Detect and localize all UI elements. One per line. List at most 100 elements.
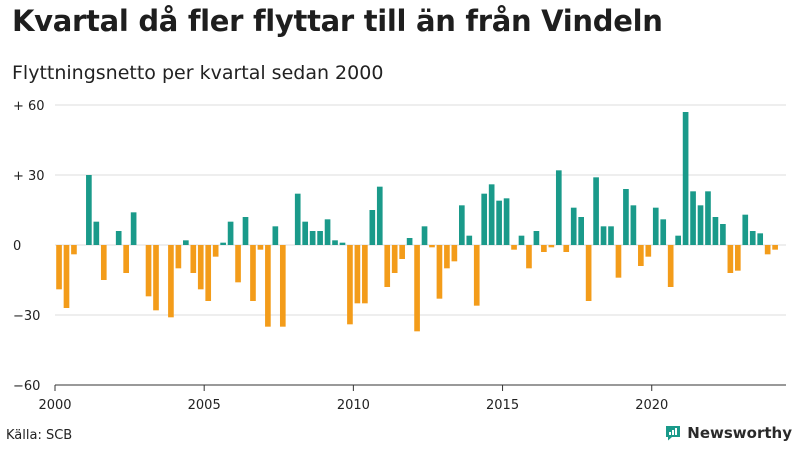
bar [153, 245, 159, 311]
bar [376, 186, 383, 245]
bar [250, 245, 256, 301]
bar [690, 191, 696, 245]
bar [279, 245, 286, 327]
bar [272, 226, 279, 245]
bar [488, 184, 495, 245]
chart-subtitle: Flyttningsnetto per kvartal sedan 2000 [12, 62, 384, 84]
bar [257, 245, 264, 250]
bar [227, 221, 234, 245]
bar [197, 245, 204, 290]
bar [369, 210, 376, 245]
y-tick-label: −60 [13, 379, 40, 394]
bar [615, 245, 622, 278]
source-label: Källa: SCB [6, 428, 73, 443]
bar [660, 219, 667, 245]
bar [414, 245, 420, 332]
bar [675, 235, 681, 245]
bar [727, 245, 734, 273]
bar [682, 112, 689, 245]
x-tick-label: 2020 [635, 398, 668, 413]
bar [235, 245, 241, 283]
bar [563, 245, 570, 252]
bar [406, 238, 413, 245]
bar [399, 245, 405, 259]
bar [205, 245, 212, 301]
bar [578, 217, 584, 245]
x-tick-label: 2005 [188, 398, 221, 413]
x-tick-label: 2015 [486, 398, 519, 413]
bar [71, 245, 77, 255]
bar [354, 245, 361, 304]
bar [638, 245, 644, 266]
bar [541, 245, 547, 252]
bar [362, 245, 368, 304]
bar [757, 233, 764, 245]
bar [100, 245, 107, 280]
bar [63, 245, 70, 308]
bar [317, 231, 323, 245]
bar [712, 217, 719, 245]
bar [593, 177, 599, 245]
bar [190, 245, 197, 273]
bar [56, 245, 62, 290]
bar [772, 245, 778, 250]
bar [302, 221, 309, 245]
y-tick-label: + 60 [13, 99, 45, 114]
bar [265, 245, 271, 327]
bar [749, 231, 756, 245]
bar [518, 235, 525, 245]
bar [339, 242, 346, 245]
bar [451, 245, 458, 262]
bar [86, 175, 92, 245]
bar [473, 245, 480, 306]
y-tick-label: + 30 [13, 169, 45, 184]
chart-title: Kvartal då fler flyttar till än från Vin… [12, 4, 663, 38]
bar [630, 205, 637, 245]
bar [421, 226, 428, 245]
bar [608, 226, 614, 245]
bar [93, 221, 100, 245]
newsworthy-logo-icon [666, 426, 681, 441]
bar [496, 200, 502, 245]
bar [720, 224, 726, 245]
bar [734, 245, 741, 271]
bar [764, 245, 771, 255]
bar [123, 245, 129, 273]
bar [444, 245, 450, 269]
bar [652, 207, 659, 245]
bar [503, 198, 510, 245]
bar [570, 207, 577, 245]
bar [667, 245, 674, 287]
bar [324, 219, 331, 245]
bar [332, 240, 338, 245]
bar [555, 170, 562, 245]
bar [347, 245, 353, 325]
bar [391, 245, 398, 273]
bar [697, 205, 704, 245]
bar [436, 245, 443, 299]
bar [459, 205, 465, 245]
bar [384, 245, 391, 287]
bar [429, 245, 435, 248]
bar [481, 193, 488, 245]
bar [511, 245, 517, 250]
x-tick-label: 2010 [337, 398, 370, 413]
bar [526, 245, 532, 269]
bar [115, 231, 122, 245]
bar [645, 245, 652, 257]
bar [548, 245, 555, 248]
bar [130, 212, 137, 245]
bar [742, 214, 749, 245]
bar [600, 226, 607, 245]
bar [242, 217, 249, 245]
bar [220, 242, 226, 245]
y-tick-label: 0 [13, 239, 21, 254]
bar [466, 235, 473, 245]
bar [212, 245, 219, 257]
bar [309, 231, 316, 245]
bar [705, 191, 711, 245]
x-tick-label: 2000 [38, 398, 71, 413]
brand-logo: Newsworthy [664, 424, 792, 442]
y-tick-label: −30 [13, 309, 40, 324]
